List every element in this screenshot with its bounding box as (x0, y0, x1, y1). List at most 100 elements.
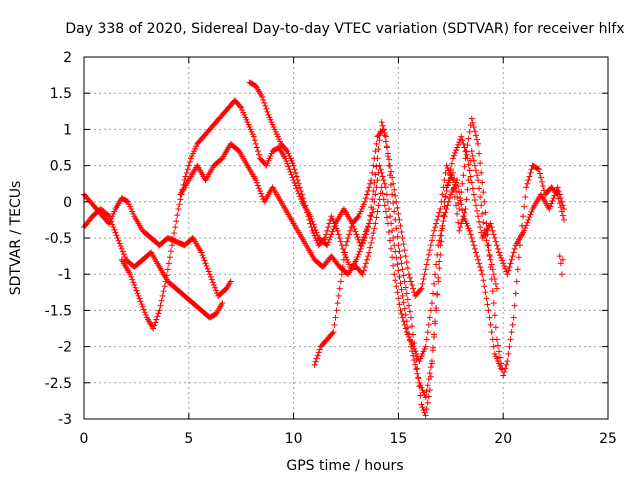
y-tick-label: -0.5 (45, 231, 72, 247)
data-point (372, 148, 379, 155)
data-point (375, 146, 382, 153)
data-point (445, 198, 452, 205)
data-point (497, 252, 504, 259)
data-point (361, 235, 368, 241)
data-point (363, 191, 370, 198)
data-point (290, 162, 297, 169)
data-point (163, 272, 170, 279)
data-point (355, 251, 362, 258)
data-point (482, 209, 489, 216)
data-point (293, 185, 300, 192)
data-point (307, 220, 314, 227)
data-point (454, 144, 461, 151)
data-point (407, 278, 414, 285)
data-point (414, 370, 421, 377)
data-point (556, 191, 563, 198)
data-point (301, 198, 308, 205)
data-point (436, 258, 443, 265)
data-point (469, 119, 476, 126)
data-point (369, 235, 376, 241)
data-point (396, 273, 403, 280)
data-point (326, 236, 333, 243)
data-point (436, 265, 443, 272)
data-point (493, 285, 500, 292)
data-point (166, 254, 173, 261)
data-point (172, 224, 179, 231)
data-point (121, 254, 128, 261)
data-point (463, 196, 470, 203)
data-point (292, 169, 299, 176)
data-point (391, 208, 398, 215)
data-point (395, 295, 402, 302)
data-point (424, 399, 431, 406)
data-point (164, 266, 171, 273)
data-point (373, 163, 380, 170)
data-point (302, 202, 309, 209)
data-point (406, 308, 413, 315)
data-point (370, 230, 377, 237)
data-point (398, 228, 405, 235)
data-point (339, 245, 346, 252)
data-point (283, 158, 290, 165)
data-point (390, 180, 397, 187)
data-point (306, 216, 313, 223)
data-point (390, 200, 397, 207)
data-point (431, 331, 438, 338)
data-point (116, 240, 123, 247)
data-point (392, 248, 399, 255)
data-point (559, 212, 566, 219)
data-point (527, 211, 534, 218)
data-point (388, 245, 395, 252)
data-point (470, 123, 477, 130)
data-point (512, 290, 519, 297)
data-point (428, 237, 435, 244)
data-point (475, 213, 482, 220)
y-tick-label: -1 (58, 267, 72, 283)
data-point (466, 167, 473, 174)
data-point (337, 278, 344, 285)
series-track-a (81, 191, 234, 299)
data-point (341, 249, 348, 256)
data-point (384, 198, 391, 205)
data-point (120, 251, 127, 258)
data-point (488, 261, 495, 268)
data-point (485, 247, 492, 254)
data-point (488, 329, 495, 336)
data-point (294, 177, 301, 184)
data-point (107, 215, 114, 222)
data-point (477, 224, 484, 231)
data-point (368, 239, 375, 246)
data-point (127, 271, 134, 278)
data-point (471, 196, 478, 203)
data-point (353, 256, 360, 263)
data-point (449, 155, 456, 162)
data-point (391, 242, 398, 249)
data-point (357, 245, 364, 252)
data-point (481, 227, 488, 234)
data-point (367, 244, 374, 251)
data-point (558, 198, 565, 205)
data-point (402, 253, 409, 260)
data-point (333, 307, 340, 314)
data-point (326, 220, 333, 227)
data-point (254, 148, 261, 155)
data-point (373, 140, 380, 147)
data-point (423, 261, 430, 268)
data-point (381, 132, 388, 139)
data-point (470, 242, 477, 249)
chart-title: Day 338 of 2020, Sidereal Day-to-day VTE… (65, 21, 624, 37)
data-point (468, 179, 475, 186)
data-point (419, 404, 426, 411)
data-point (418, 285, 425, 292)
data-point (501, 263, 508, 270)
data-point (521, 227, 528, 234)
data-point (260, 96, 267, 103)
data-point (370, 187, 377, 194)
data-markers (81, 79, 567, 419)
data-point (137, 298, 144, 305)
data-point (151, 322, 158, 329)
data-point (379, 190, 386, 197)
y-tick-label: 1 (63, 122, 72, 138)
data-point (201, 257, 208, 264)
